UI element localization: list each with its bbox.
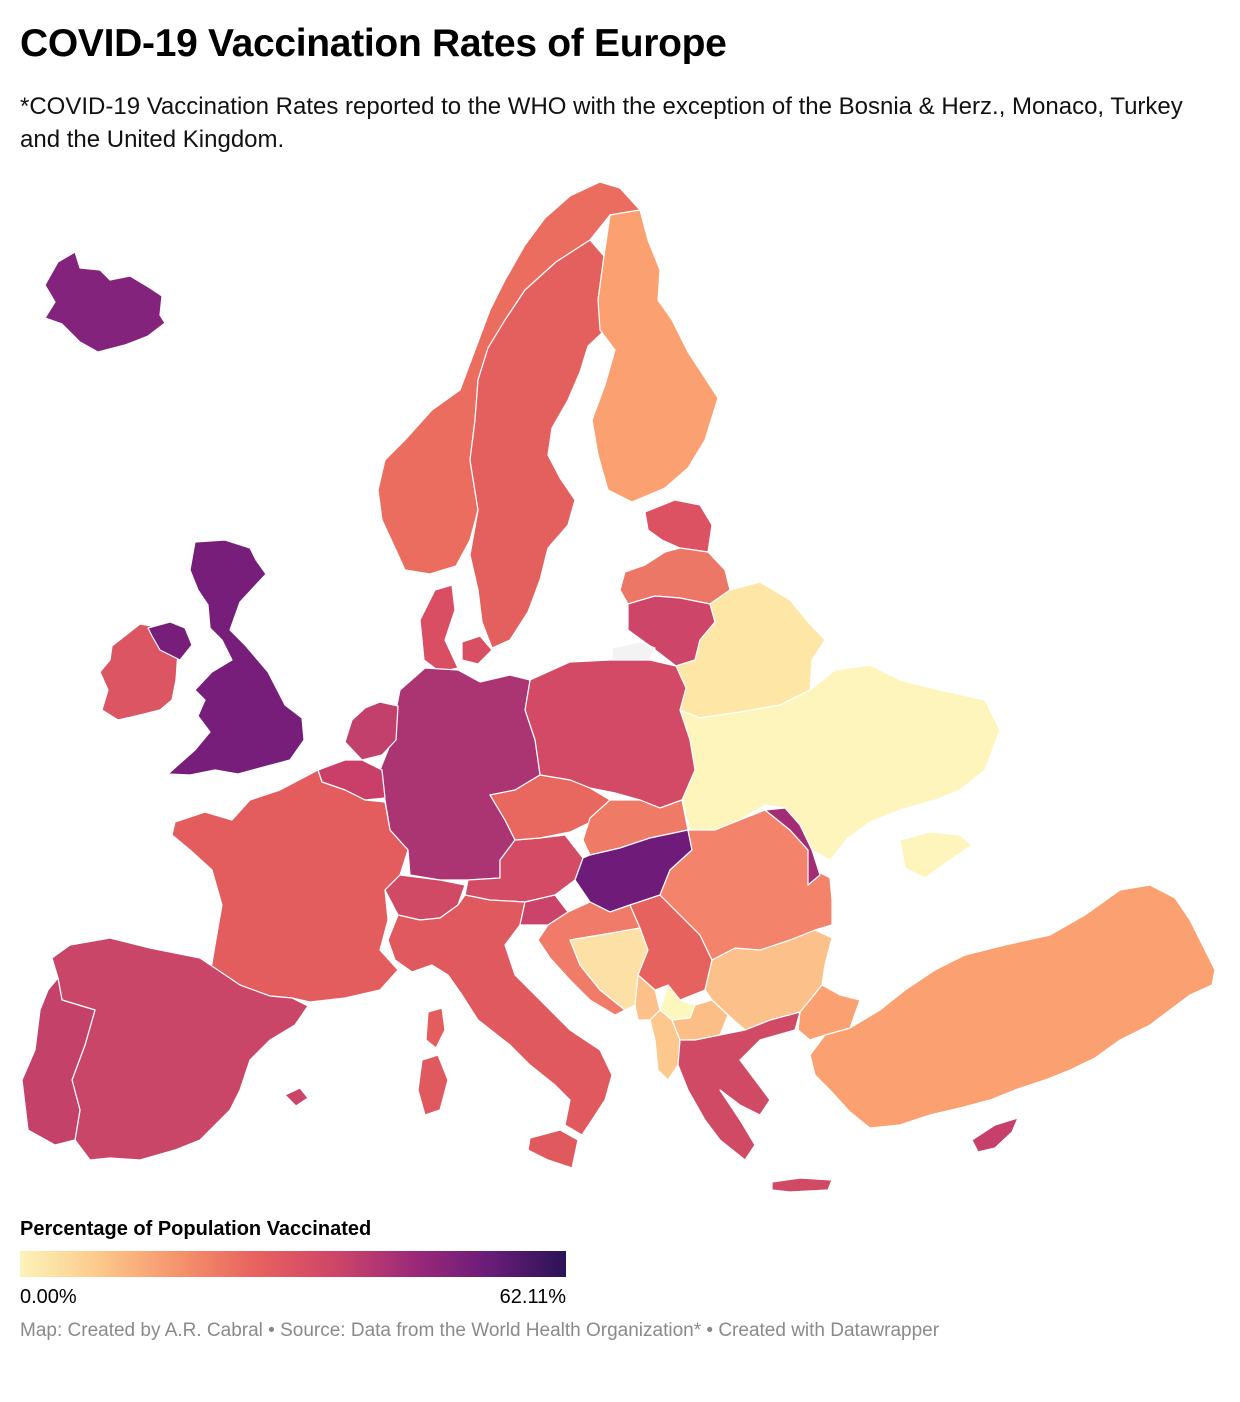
country-france-corsica[interactable] xyxy=(425,1007,446,1049)
country-italy-sicily[interactable] xyxy=(527,1129,579,1169)
country-france[interactable] xyxy=(171,769,409,1003)
footer-credit: Map: Created by A.R. Cabral • Source: Da… xyxy=(20,1320,940,1341)
country-italy[interactable] xyxy=(387,894,613,1136)
country-denmark[interactable] xyxy=(419,584,493,673)
country-spain-balearics[interactable] xyxy=(284,1087,309,1107)
country-italy-sardinia[interactable] xyxy=(417,1054,449,1116)
country-netherlands[interactable] xyxy=(344,701,399,761)
country-greece-crete[interactable] xyxy=(771,1177,833,1193)
country-latvia[interactable] xyxy=(619,547,731,605)
country-united-kingdom[interactable] xyxy=(167,539,305,776)
country-turkey[interactable] xyxy=(809,884,1216,1129)
country-kaliningrad[interactable] xyxy=(611,641,656,661)
country-turkey-thrace[interactable] xyxy=(797,984,861,1041)
country-ukraine-crimea[interactable] xyxy=(899,831,973,879)
country-cyprus[interactable] xyxy=(971,1117,1019,1153)
country-estonia[interactable] xyxy=(644,499,713,553)
chart-title: COVID-19 Vaccination Rates of Europe xyxy=(20,22,727,65)
country-sweden[interactable] xyxy=(469,239,606,649)
country-finland[interactable] xyxy=(591,209,719,503)
country-romania[interactable] xyxy=(659,809,833,961)
legend-title: Percentage of Population Vaccinated xyxy=(20,1218,372,1240)
country-iceland[interactable] xyxy=(44,251,166,353)
country-portugal[interactable] xyxy=(21,977,96,1146)
country-moldova[interactable] xyxy=(764,807,821,886)
choropleth-map xyxy=(21,181,1216,1193)
country-united-kingdom-ni[interactable] xyxy=(147,621,193,661)
legend-min-label: 0.00% xyxy=(20,1286,77,1308)
legend: Percentage of Population Vaccinated 0.00… xyxy=(20,1218,566,1312)
country-greece[interactable] xyxy=(677,1011,801,1161)
chart-subtitle: *COVID-19 Vaccination Rates reported to … xyxy=(20,93,1183,153)
legend-color-scale xyxy=(20,1251,566,1277)
legend-max-label: 62.11% xyxy=(499,1286,566,1308)
